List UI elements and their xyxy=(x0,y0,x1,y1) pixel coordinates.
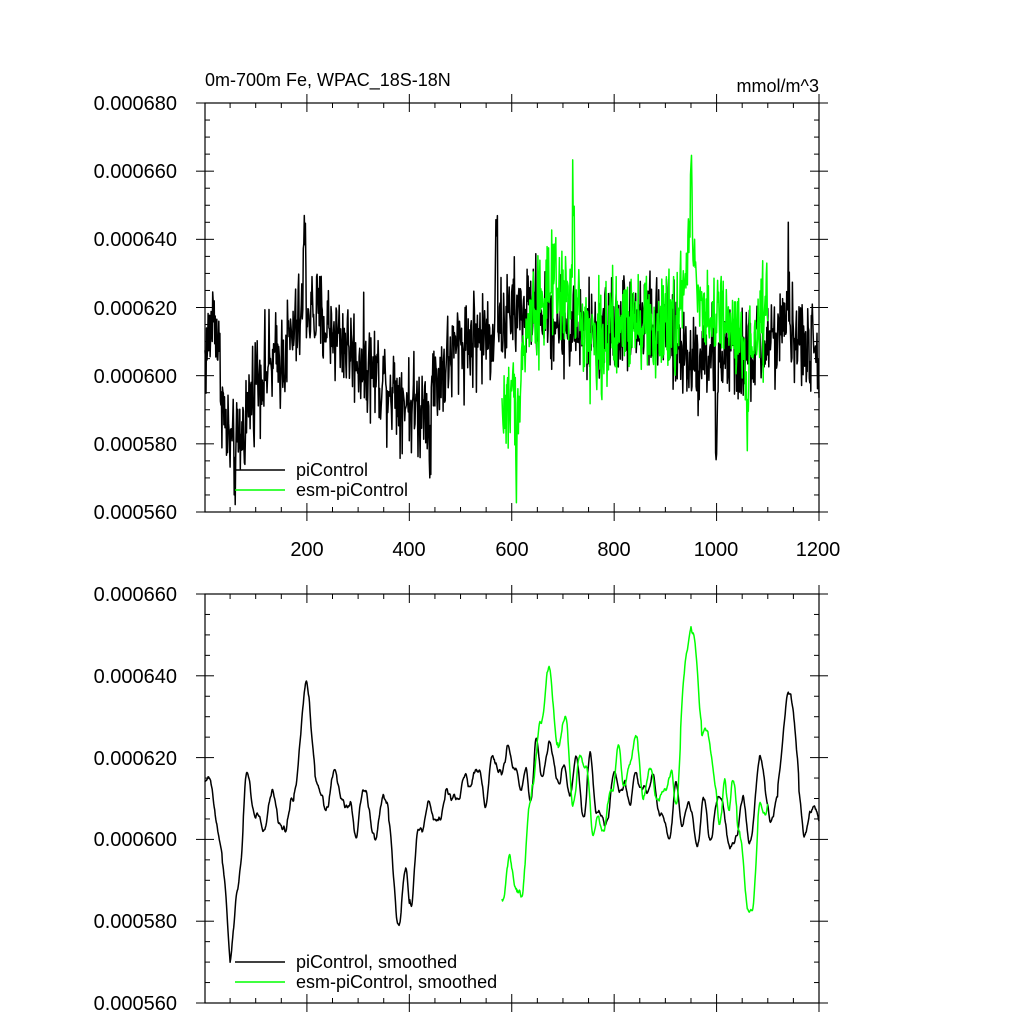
top-y-tick-labels: 0.000560 0.000580 0.000600 0.000620 0.00… xyxy=(94,93,177,524)
series-line-picontrol-smoothed xyxy=(204,680,820,964)
legend-label-esm-picontrol: esm-piControl xyxy=(296,480,408,500)
top-y-tick-label: 0.000580 xyxy=(94,434,177,456)
top-x-tick-label: 200 xyxy=(290,539,323,561)
top-series-group xyxy=(204,154,820,506)
top-x-tick-label: 600 xyxy=(495,539,528,561)
top-title-right: mmol/m^3 xyxy=(737,76,819,96)
series-line-picontrol xyxy=(204,214,820,506)
bottom-ticks xyxy=(196,585,828,1012)
top-legend: piControl esm-piControl xyxy=(235,460,408,500)
top-y-tick-label: 0.000640 xyxy=(94,229,177,251)
top-x-tick-label: 1200 xyxy=(796,539,841,561)
bottom-y-tick-label: 0.000620 xyxy=(94,748,177,770)
top-y-tick-label: 0.000660 xyxy=(94,161,177,183)
legend-label-picontrol: piControl xyxy=(296,460,368,480)
top-y-tick-label: 0.000680 xyxy=(94,93,177,115)
bottom-y-tick-label: 0.000560 xyxy=(94,993,177,1015)
top-x-tick-label: 400 xyxy=(392,539,425,561)
bottom-series-group xyxy=(204,625,820,964)
top-panel: 0m-700m Fe, WPAC_18S-18N mmol/m^3 0.0005… xyxy=(94,70,841,561)
top-y-tick-label: 0.000620 xyxy=(94,298,177,320)
top-x-tick-label: 800 xyxy=(597,539,630,561)
bottom-panel: 0.000560 0.000580 0.000600 0.000620 0.00… xyxy=(94,584,828,1015)
top-x-tick-label: 1000 xyxy=(694,539,739,561)
top-title-left: 0m-700m Fe, WPAC_18S-18N xyxy=(205,70,451,91)
bottom-y-tick-label: 0.000580 xyxy=(94,911,177,933)
series-line-esm-picontrol-smoothed xyxy=(501,625,769,913)
bottom-y-tick-label: 0.000660 xyxy=(94,584,177,606)
legend-label-esm-picontrol-smoothed: esm-piControl, smoothed xyxy=(296,972,497,992)
top-y-tick-label: 0.000560 xyxy=(94,502,177,524)
top-y-tick-label: 0.000600 xyxy=(94,366,177,388)
series-line-esm-picontrol xyxy=(501,154,769,504)
bottom-y-tick-label: 0.000600 xyxy=(94,829,177,851)
bottom-y-tick-labels: 0.000560 0.000580 0.000600 0.000620 0.00… xyxy=(94,584,177,1015)
top-x-tick-labels: 200 400 600 800 1000 1200 xyxy=(290,539,840,561)
bottom-y-tick-label: 0.000640 xyxy=(94,666,177,688)
top-ticks xyxy=(196,94,828,521)
bottom-legend: piControl, smoothed esm-piControl, smoot… xyxy=(235,952,497,992)
legend-label-picontrol-smoothed: piControl, smoothed xyxy=(296,952,457,972)
